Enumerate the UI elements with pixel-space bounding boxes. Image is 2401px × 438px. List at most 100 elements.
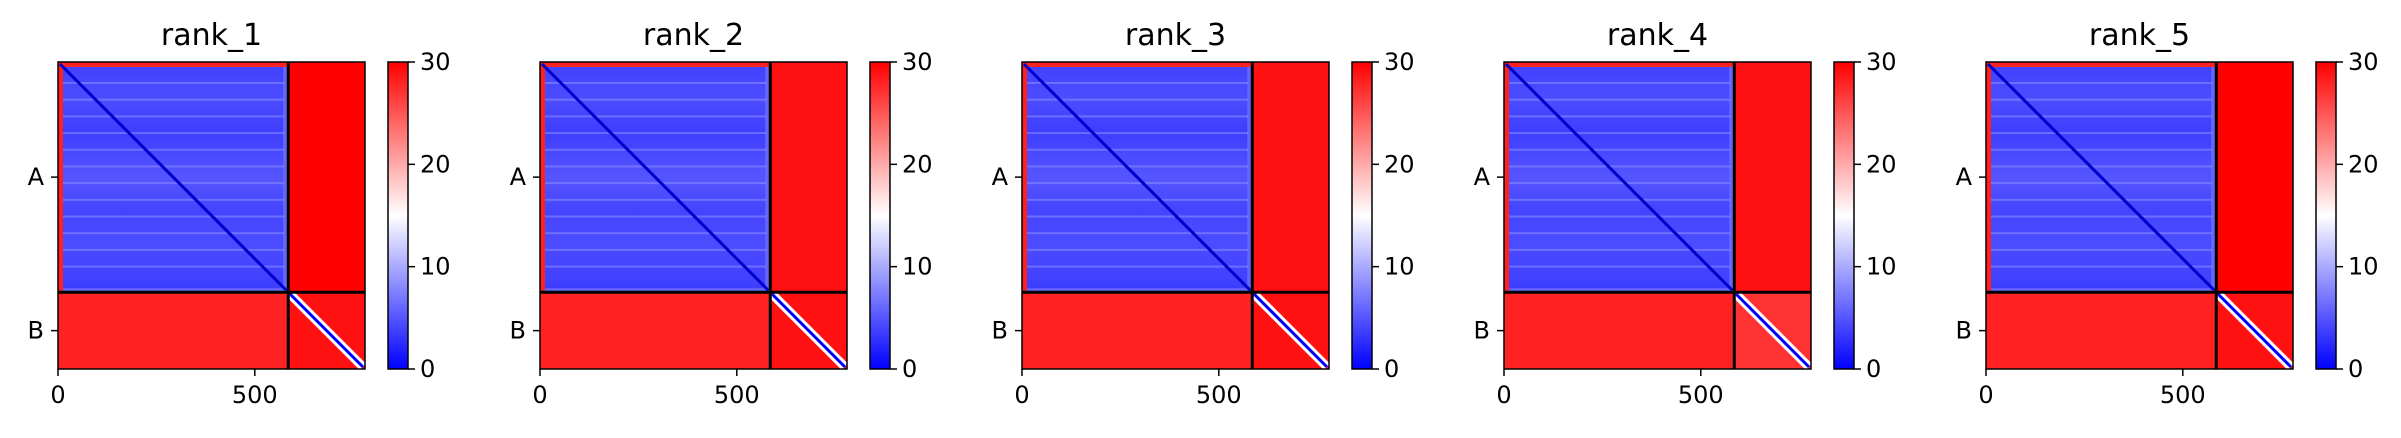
x-tick-label: 0 <box>1978 381 1993 409</box>
plot-frame <box>1985 61 2294 370</box>
colorbar-tick-label: 10 <box>1384 253 1415 281</box>
y-tick-label: B <box>992 317 1008 345</box>
y-tick-label: A <box>510 163 527 191</box>
block-A-A-edge <box>1022 62 1027 293</box>
block-A-A-band <box>544 198 767 201</box>
pae-panel-3: rank_3 A B 0 500 0 10 20 30 <box>992 18 1415 409</box>
y-tick-label: A <box>1956 163 1973 191</box>
y-tick-label: A <box>28 163 45 191</box>
block-A-A-band <box>1508 82 1731 84</box>
diagonal-B <box>289 293 365 369</box>
block-A-A-band <box>1990 98 2213 101</box>
colorbar-tick-label: 0 <box>420 355 435 383</box>
block-A-A-band <box>1026 132 1249 135</box>
block-A-A-band <box>1508 182 1731 185</box>
block-B-A <box>1022 292 1253 369</box>
block-A-A-edge <box>1022 62 1253 67</box>
block-A-A-band <box>1026 182 1249 185</box>
block-A-A-band <box>1508 148 1731 151</box>
colorbar-tick-label: 30 <box>420 48 451 76</box>
block-A-A-band <box>1026 165 1249 168</box>
colorbar-tick-label: 20 <box>420 150 451 178</box>
block-A-A-band <box>544 165 767 168</box>
colorbar-tick-label: 30 <box>1866 48 1897 76</box>
block-B-A <box>540 292 771 369</box>
block-A-A-band <box>1508 215 1731 218</box>
block-A-A-band <box>544 98 767 101</box>
block-A-A-band <box>1990 148 2213 151</box>
block-A-A-band <box>544 182 767 185</box>
block-A-A-edge <box>1504 62 1735 67</box>
block-A-A-band <box>544 232 767 235</box>
block-A-A-band <box>1990 82 2213 84</box>
block-A-A-edge <box>1986 62 2217 67</box>
y-tick-label: B <box>1956 317 1972 345</box>
block-A-A-band <box>544 248 767 251</box>
block-A-A-band <box>1026 98 1249 101</box>
block-A-A-band <box>1990 248 2213 251</box>
colorbar-tick-label: 20 <box>2348 150 2379 178</box>
block-A-A-band <box>1990 215 2213 218</box>
block-A-B <box>770 62 847 293</box>
block-A-A-band <box>1508 165 1731 168</box>
block-A-B <box>2216 62 2293 293</box>
x-tick-label: 500 <box>714 381 760 409</box>
diagonal-A <box>1504 62 1734 292</box>
x-tick-label: 0 <box>1496 381 1511 409</box>
diagonal-B <box>1253 293 1329 369</box>
x-tick-label: 0 <box>50 381 65 409</box>
pae-panel-1: rank_1 A B 0 500 0 10 20 30 <box>28 18 451 409</box>
block-A-A-edge <box>58 62 289 67</box>
block-B-A <box>58 292 289 369</box>
colorbar-tick-label: 10 <box>902 253 933 281</box>
colorbar-tick-label: 30 <box>902 48 933 76</box>
block-A-B <box>288 62 365 293</box>
colorbar <box>2315 61 2337 370</box>
block-A-A-edge <box>540 62 771 67</box>
colorbar-tick-label: 30 <box>1384 48 1415 76</box>
panel-title: rank_5 <box>2089 18 2190 53</box>
block-A-A-band <box>544 148 767 151</box>
colorbar-tick-label: 20 <box>1384 150 1415 178</box>
plot-frame <box>539 61 848 370</box>
block-A-A-band <box>1990 132 2213 135</box>
diagonal-B <box>771 293 847 369</box>
y-tick-label: B <box>28 317 44 345</box>
block-A-A-edge <box>58 62 63 293</box>
colorbar-tick-label: 0 <box>1866 355 1881 383</box>
diagonal-B <box>2217 293 2293 369</box>
block-A-A-band <box>1508 198 1731 201</box>
colorbar-tick-label: 30 <box>2348 48 2379 76</box>
x-tick-label: 500 <box>1196 381 1242 409</box>
block-A-A-band <box>1990 198 2213 201</box>
block-A-A-band <box>1508 265 1731 268</box>
pae-panel-5: rank_5 A B 0 500 0 10 20 30 <box>1956 18 2379 409</box>
block-A-A-band <box>62 232 285 235</box>
y-tick-label: A <box>1474 163 1491 191</box>
colorbar-tick-label: 20 <box>902 150 933 178</box>
colorbar-tick-label: 0 <box>1384 355 1399 383</box>
block-A-A-band <box>62 82 285 84</box>
block-A-A-band <box>544 82 767 84</box>
x-tick-label: 0 <box>532 381 547 409</box>
diagonal-A <box>58 62 288 292</box>
block-A-A-band <box>1990 165 2213 168</box>
block-A-A-band <box>1026 198 1249 201</box>
block-A-A-band <box>62 98 285 101</box>
colorbar-tick-label: 0 <box>902 355 917 383</box>
block-A-A-band <box>544 132 767 135</box>
block-A-B <box>1734 62 1811 293</box>
block-A-A-edge <box>1986 62 1991 293</box>
block-A-A-band <box>544 215 767 218</box>
block-A-A-band <box>1990 182 2213 185</box>
diagonal-A <box>1986 62 2216 292</box>
plot-frame <box>1503 61 1812 370</box>
y-tick-label: B <box>510 317 526 345</box>
block-A-A-band <box>1508 232 1731 235</box>
block-A-A-band <box>62 265 285 268</box>
block-A-A-band <box>1026 232 1249 235</box>
block-A-A-band <box>1508 98 1731 101</box>
y-tick-label: B <box>1474 317 1490 345</box>
block-B-A <box>1504 292 1735 369</box>
